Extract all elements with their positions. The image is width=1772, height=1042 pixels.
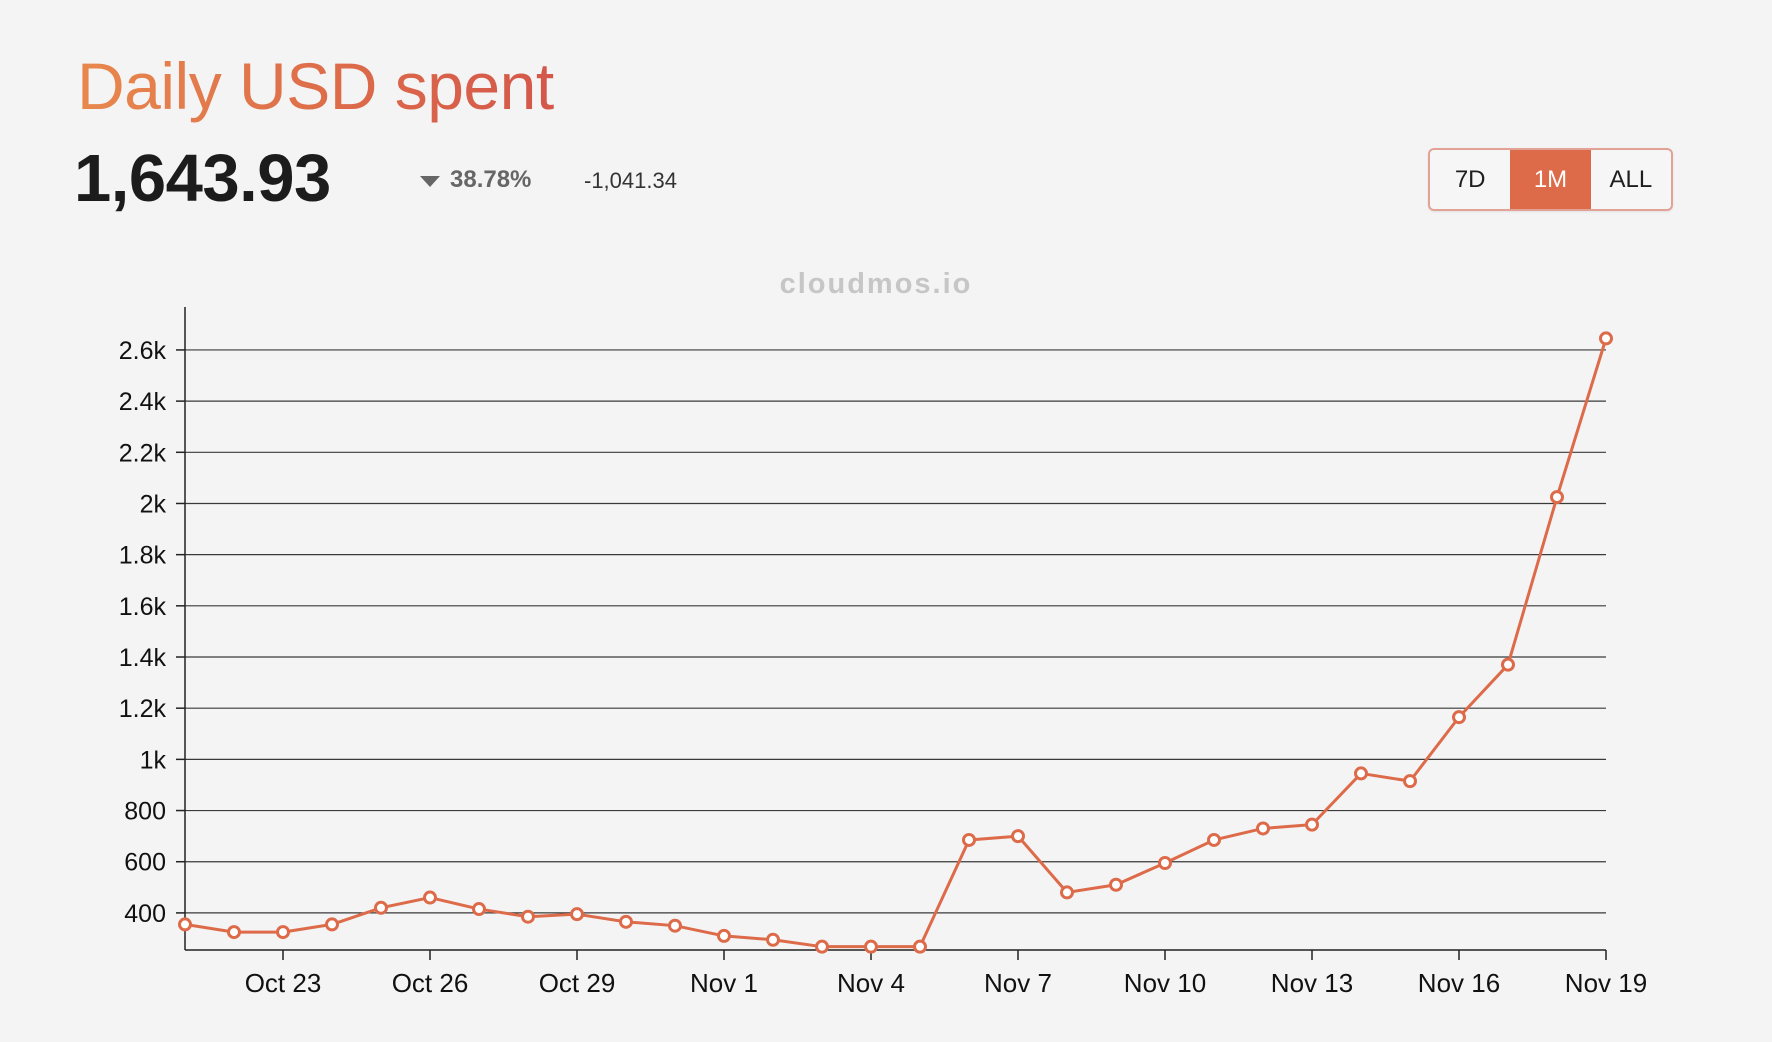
range-button-7d[interactable]: 7D — [1454, 165, 1486, 193]
data-point — [276, 925, 290, 940]
y-tick-label: 800 — [124, 798, 166, 826]
y-tick-label: 1.8k — [119, 542, 167, 570]
data-point — [1599, 331, 1613, 346]
data-point — [178, 917, 192, 932]
y-tick-label: 600 — [124, 849, 166, 877]
change-percent-label: 38.78% — [450, 166, 532, 193]
x-tick-label: Nov 7 — [984, 968, 1052, 998]
x-tick-label: Nov 10 — [1124, 968, 1206, 998]
data-point — [1011, 829, 1025, 844]
range-button-1m[interactable]: 1M — [1510, 150, 1591, 209]
y-tick-label: 2.4k — [119, 388, 167, 416]
x-tick-label: Nov 4 — [837, 968, 905, 998]
data-point — [472, 902, 486, 917]
y-tick-label: 2.6k — [119, 337, 167, 365]
data-point — [325, 917, 339, 932]
data-point — [423, 890, 437, 905]
data-point — [864, 939, 878, 954]
change-percent: 38.78% — [420, 166, 531, 194]
current-value: 1,643.93 — [74, 141, 331, 216]
data-point — [962, 832, 976, 847]
y-tick-label: 1.6k — [119, 593, 167, 621]
x-tick-label: Nov 19 — [1565, 968, 1647, 998]
chart-title: Daily USD spent — [77, 49, 554, 123]
data-point — [717, 928, 731, 943]
y-tick-label: 1.2k — [119, 695, 167, 723]
data-point — [1256, 821, 1270, 836]
data-point — [668, 918, 682, 933]
x-tick-label: Oct 29 — [539, 968, 616, 998]
range-selector: 7D 1M ALL — [1428, 148, 1673, 211]
caret-down-icon — [420, 175, 440, 187]
data-point — [227, 925, 241, 940]
data-point — [1550, 490, 1564, 505]
data-point — [374, 900, 388, 915]
data-point — [1501, 657, 1515, 672]
series-line — [184, 337, 1608, 949]
data-point — [1158, 855, 1172, 870]
x-tick-label: Nov 1 — [690, 968, 758, 998]
data-point — [570, 907, 584, 922]
y-tick-label: 2.2k — [119, 439, 167, 467]
y-tick-label: 2k — [140, 490, 167, 518]
data-point — [1207, 832, 1221, 847]
x-tick-label: Oct 26 — [392, 968, 469, 998]
y-tick-label: 1k — [140, 746, 167, 774]
y-tick-label: 1.4k — [119, 644, 167, 672]
data-point — [913, 939, 927, 954]
data-point — [1109, 877, 1123, 892]
data-point — [1305, 817, 1319, 832]
change-absolute: -1,041.34 — [584, 168, 677, 193]
data-point — [1060, 885, 1074, 900]
y-tick-label: 400 — [124, 900, 166, 928]
data-point — [766, 932, 780, 947]
x-tick-label: Nov 13 — [1271, 968, 1353, 998]
data-point — [619, 914, 633, 929]
data-point — [815, 939, 829, 954]
x-tick-label: Oct 23 — [245, 968, 322, 998]
data-point — [1452, 710, 1466, 725]
x-tick-label: Nov 16 — [1418, 968, 1500, 998]
data-point — [1354, 766, 1368, 781]
data-point — [521, 909, 535, 924]
watermark: cloudmos.io — [779, 268, 973, 300]
range-button-all[interactable]: ALL — [1609, 165, 1653, 193]
data-point — [1403, 774, 1417, 789]
